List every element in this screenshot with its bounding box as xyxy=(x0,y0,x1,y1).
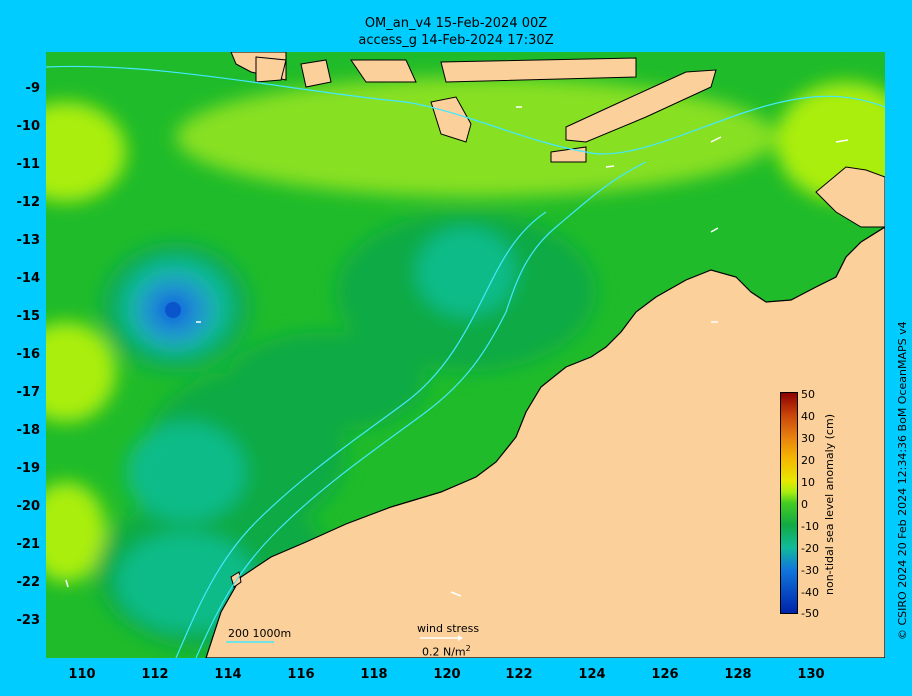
colorbar-gradient xyxy=(780,392,798,614)
colorbar-tick-label: -50 xyxy=(801,607,819,620)
colorbar-tick-label: -20 xyxy=(801,542,819,555)
island-timor xyxy=(565,69,717,143)
credit-text: © CSIRO 2024 20 Feb 2024 12:34:36 BoM Oc… xyxy=(896,321,909,640)
map-canvas xyxy=(46,52,885,658)
map-title-line-1: OM_an_v4 15-Feb-2024 00Z xyxy=(364,16,548,31)
isobath-contours xyxy=(46,65,885,658)
lon-tick-label: 122 xyxy=(505,667,533,682)
wind-stress-scale: 0.2 N/m2 xyxy=(422,644,471,659)
lon-tick-label: 112 xyxy=(141,667,169,682)
northern-territory-coast xyxy=(815,166,885,228)
island-sumba xyxy=(430,96,472,143)
lat-tick-label: -16 xyxy=(16,347,41,362)
lat-tick-label: -18 xyxy=(16,423,41,438)
wind-stress-value: 0.2 N/m xyxy=(422,645,466,659)
colorbar-title: non-tidal sea level anomaly (cm) xyxy=(823,414,836,595)
australia-land xyxy=(205,226,885,658)
lat-tick-label: -19 xyxy=(16,461,41,476)
island-flores-east xyxy=(440,57,637,83)
wind-stress-arrow-icon xyxy=(420,635,463,641)
colorbar-tick-label: 30 xyxy=(801,432,815,445)
lon-tick-label: 110 xyxy=(68,667,96,682)
island xyxy=(300,59,332,88)
colorbar-tick-label: -40 xyxy=(801,586,819,599)
lat-tick-label: -11 xyxy=(16,157,41,172)
lat-tick-label: -15 xyxy=(16,309,41,324)
lon-tick-label: 128 xyxy=(724,667,752,682)
wind-stress-label: wind stress xyxy=(417,622,480,635)
lon-tick-label: 130 xyxy=(797,667,825,682)
wind-stress-arrows xyxy=(65,106,849,597)
lon-tick-label: 124 xyxy=(578,667,606,682)
isobath-legend-label: 200 1000m xyxy=(228,627,292,640)
lat-tick-label: -10 xyxy=(16,119,41,134)
lat-tick-label: -17 xyxy=(16,385,41,400)
colorbar-tick-label: 40 xyxy=(801,410,815,423)
lat-tick-label: -13 xyxy=(16,233,41,248)
island-flores xyxy=(350,59,417,83)
colorbar-tick-label: -10 xyxy=(801,520,819,533)
lat-tick-label: -9 xyxy=(25,81,40,96)
colorbar-tick-label: 10 xyxy=(801,476,815,489)
lat-tick-label: -14 xyxy=(16,271,41,286)
lat-tick-label: -20 xyxy=(16,499,41,514)
lat-tick-label: -21 xyxy=(16,537,41,552)
map-title-line-2: access_g 14-Feb-2024 17:30Z xyxy=(358,33,554,48)
island xyxy=(255,56,287,83)
colorbar-tick-label: 50 xyxy=(801,388,815,401)
lon-tick-label: 114 xyxy=(214,667,242,682)
colorbar-tick-label: -30 xyxy=(801,564,819,577)
wind-stress-unit-exponent: 2 xyxy=(465,644,471,653)
lon-tick-label: 126 xyxy=(651,667,679,682)
colorbar-tick-label: 20 xyxy=(801,454,815,467)
colorbar-tick-label: 0 xyxy=(801,498,808,511)
lon-tick-label: 116 xyxy=(287,667,315,682)
isobath-legend-line xyxy=(226,641,274,643)
lat-tick-label: -23 xyxy=(16,613,41,628)
lat-tick-label: -22 xyxy=(16,575,41,590)
lon-tick-label: 120 xyxy=(433,667,461,682)
island xyxy=(230,571,242,588)
lat-tick-label: -12 xyxy=(16,195,41,210)
lon-tick-label: 118 xyxy=(360,667,388,682)
sea-level-anomaly-map xyxy=(46,52,885,658)
